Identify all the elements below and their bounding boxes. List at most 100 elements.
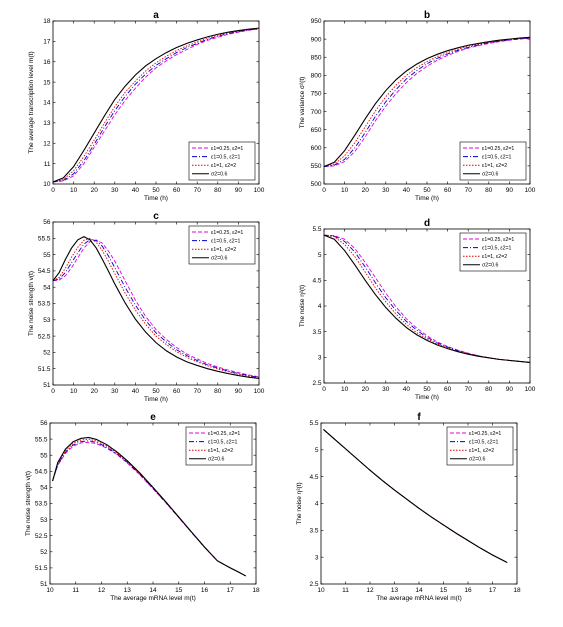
legend-label: ε1=1, ε2=2: [211, 247, 236, 253]
y-tick-label: 56: [40, 420, 48, 427]
legend-label: σ2=0.6: [211, 256, 227, 262]
x-tick-label: 70: [194, 388, 202, 395]
x-axis-label: Time (h): [144, 396, 168, 403]
x-tick-label: 0: [51, 388, 55, 395]
legend-label: ε1=1, ε2=2: [208, 448, 233, 454]
legend-label: σ2=0.6: [482, 172, 498, 178]
legend-label: ε1=0.25, ε2=1: [208, 431, 240, 437]
legend-label: σ2=0.6: [482, 263, 498, 269]
chart-panel-a: a0 10 20 30 40 50 60 70 80 90 10010111213141516171…: [28, 10, 265, 202]
panel-label: c: [153, 211, 159, 222]
x-tick-label: 11: [72, 587, 79, 594]
x-tick-label: 17: [227, 587, 235, 594]
series-line-3: [324, 234, 530, 363]
y-tick-label: 18: [43, 18, 51, 25]
y-tick-label: 2.5: [309, 581, 318, 588]
x-tick-label: 20: [91, 187, 99, 194]
legend-label: ε1=1, ε2=2: [482, 163, 507, 169]
legend-label: ε1=0.5, ε2=1: [482, 245, 512, 251]
x-tick-label: 20: [362, 386, 370, 393]
y-tick-label: 4: [318, 303, 322, 310]
legend-label: ε1=0.5, ε2=1: [482, 154, 512, 160]
y-tick-label: 5: [315, 447, 319, 454]
y-tick-label: 51: [40, 581, 48, 588]
series-line-1: [53, 239, 259, 378]
series-group: [324, 234, 530, 364]
y-tick-label: 3.5: [312, 329, 321, 336]
y-tick-label: 51.5: [35, 565, 48, 572]
legend-label: ε1=0.5, ε2=1: [211, 238, 241, 244]
y-tick-label: 850: [311, 54, 322, 61]
legend: ε1=0.25, ε2=1 ε1=0.5, ε2=1 ε1=1, ε2=2 σ2=0.…: [188, 225, 256, 265]
y-tick-label: 54.5: [35, 469, 48, 476]
x-tick-label: 10: [70, 187, 78, 194]
y-axis-label: The noise strength v(t): [28, 271, 35, 336]
x-tick-label: 80: [214, 187, 222, 194]
legend-label: ε1=0.5, ε2=1: [208, 439, 238, 445]
y-tick-label: 14: [43, 100, 51, 107]
chart-panel-b: b 0 10 20 30 40 50 60 70 80 90 100 500 550 600 650 700 75…: [299, 10, 536, 202]
x-tick-label: 60: [444, 187, 452, 194]
x-tick-label: 10: [341, 187, 349, 194]
chart-panel-c: c 0 10 20 30 40 50 60 70 80 90 100 51 51.5 52 52.5 53 53.…: [28, 211, 265, 403]
y-tick-label: 700: [311, 109, 322, 116]
y-tick-label: 53: [43, 317, 51, 324]
y-tick-label: 900: [311, 36, 322, 43]
x-tick-label: 40: [132, 388, 140, 395]
legend-label: ε1=0.5, ε2=1: [469, 439, 499, 445]
x-tick-label: 70: [465, 187, 473, 194]
legend: ε1=0.25, ε2=1 ε1=0.5, ε2=1 ε1=1, ε2=2 σ2=0.…: [185, 426, 253, 466]
y-tick-label: 4.5: [312, 278, 321, 285]
x-tick-label: 90: [235, 388, 243, 395]
x-tick-label: 30: [382, 187, 390, 194]
x-tick-label: 18: [252, 587, 260, 594]
y-axis-label: The average transcription level m(t): [28, 51, 35, 153]
y-axis-label: The noise η²(t): [296, 482, 303, 524]
y-tick-label: 4.5: [309, 474, 318, 481]
y-tick-label: 13: [43, 120, 51, 127]
y-tick-label: 5.5: [309, 420, 318, 427]
y-axis-label: The noise η²(t): [299, 285, 306, 327]
series-group: [53, 236, 259, 380]
y-axis-label: The noise strength v(t): [25, 471, 32, 536]
x-tick-label: 30: [382, 386, 390, 393]
x-tick-label: 60: [173, 388, 181, 395]
x-tick-label: 60: [444, 386, 452, 393]
chart-panel-f: f 10 11 12 13 14 15 16 17 18 2.5 3 3.5 4 4.5 5 5.5 The av…: [296, 412, 521, 602]
x-axis-label: Time (h): [415, 394, 439, 401]
x-tick-label: 30: [111, 187, 119, 194]
series-line-3: [53, 237, 259, 379]
y-tick-label: 52: [43, 350, 51, 357]
x-tick-label: 16: [464, 587, 472, 594]
series-group: [53, 27, 259, 183]
panel-label: e: [150, 412, 156, 423]
y-tick-label: 51: [43, 382, 51, 389]
y-tick-label: 4: [315, 501, 319, 508]
y-tick-label: 55.5: [35, 436, 48, 443]
x-tick-label: 90: [506, 187, 514, 194]
series-line-4: [53, 27, 259, 183]
x-tick-label: 30: [111, 388, 119, 395]
x-tick-label: 10: [70, 388, 78, 395]
x-axis-label: The average mRNA level m(t): [110, 595, 196, 602]
x-tick-label: 70: [194, 187, 202, 194]
legend-label: ε1=0.25, ε2=1: [211, 146, 243, 152]
series-line-4: [323, 429, 508, 564]
y-tick-label: 16: [43, 59, 51, 66]
x-tick-label: 50: [152, 187, 160, 194]
y-tick-label: 950: [311, 18, 322, 25]
y-tick-label: 53.5: [35, 501, 48, 508]
y-tick-label: 600: [311, 145, 322, 152]
x-tick-label: 50: [423, 386, 431, 393]
y-tick-label: 55: [43, 252, 51, 259]
legend-label: ε1=0.25, ε2=1: [211, 230, 243, 236]
series-line-3: [53, 28, 259, 183]
legend: ε1=0.25, ε2=1 ε1=0.5, ε2=1 ε1=1, ε2=2 σ2=0.…: [188, 141, 256, 181]
legend-label: ε1=1, ε2=2: [482, 254, 507, 260]
x-tick-label: 80: [485, 386, 493, 393]
panel-label: d: [424, 218, 430, 229]
x-tick-label: 80: [485, 187, 493, 194]
y-tick-label: 53: [40, 517, 48, 524]
x-tick-label: 0: [322, 187, 326, 194]
